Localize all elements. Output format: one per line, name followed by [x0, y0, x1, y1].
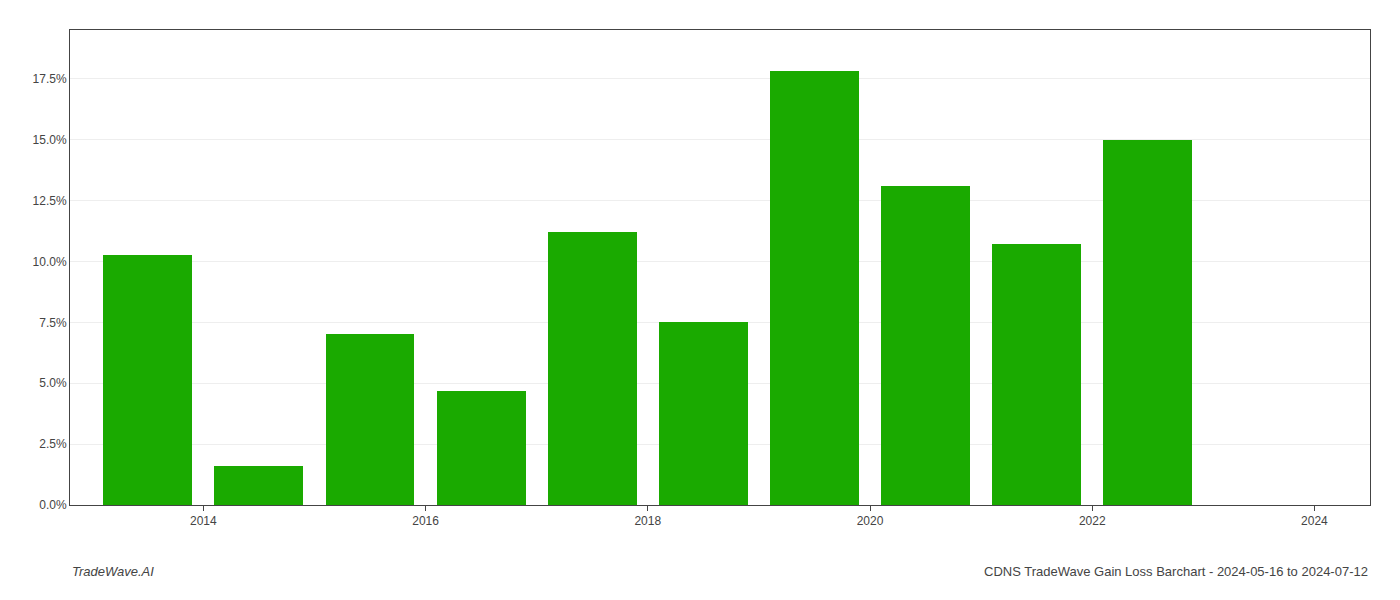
svg-text:12.5%: 12.5% — [33, 194, 67, 208]
svg-text:2022: 2022 — [1079, 514, 1106, 528]
svg-text:2016: 2016 — [412, 514, 439, 528]
svg-text:TradeWave.AI: TradeWave.AI — [72, 564, 154, 579]
svg-text:2014: 2014 — [190, 514, 217, 528]
svg-text:2024: 2024 — [1301, 514, 1328, 528]
svg-text:2.5%: 2.5% — [39, 437, 67, 451]
svg-text:0.0%: 0.0% — [39, 498, 67, 512]
svg-text:5.0%: 5.0% — [39, 376, 67, 390]
svg-text:2018: 2018 — [634, 514, 661, 528]
svg-text:15.0%: 15.0% — [33, 133, 67, 147]
svg-text:CDNS TradeWave Gain Loss Barch: CDNS TradeWave Gain Loss Barchart - 2024… — [984, 564, 1368, 579]
svg-text:2020: 2020 — [857, 514, 884, 528]
svg-text:17.5%: 17.5% — [33, 72, 67, 86]
svg-text:10.0%: 10.0% — [33, 255, 67, 269]
svg-text:7.5%: 7.5% — [39, 316, 67, 330]
